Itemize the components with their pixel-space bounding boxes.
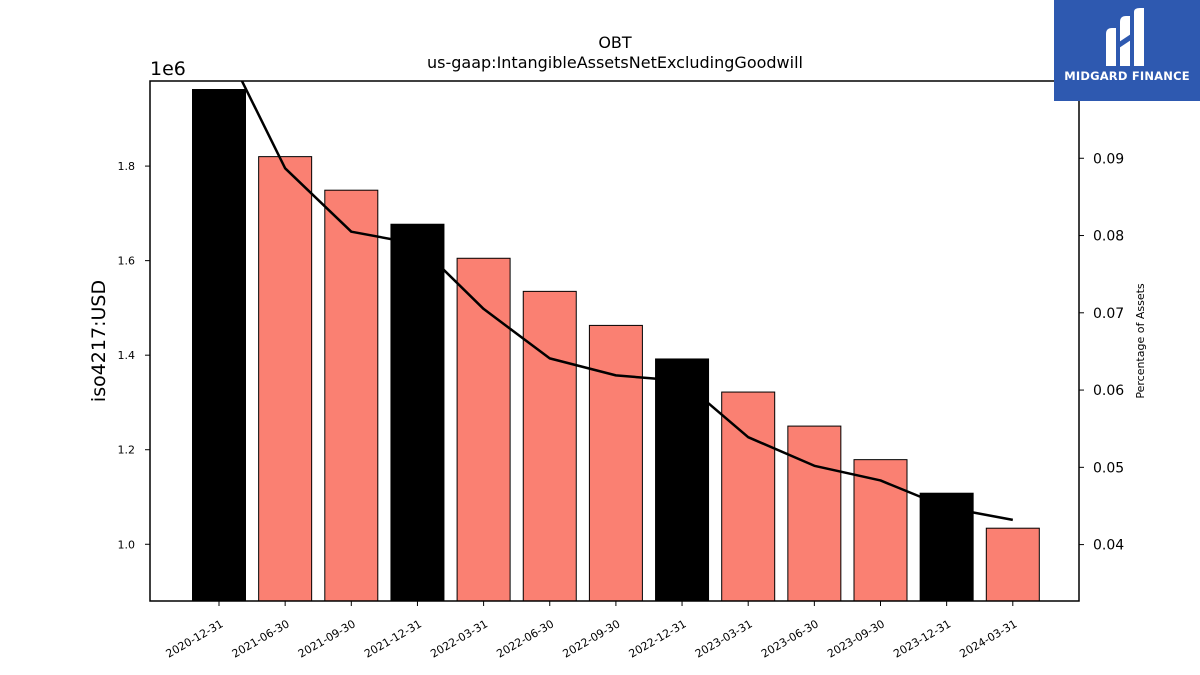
bar-2020-12-31 — [192, 89, 246, 602]
percentage-of-assets-line — [240, 81, 1014, 522]
x-tick-label: 2022-06-30 — [494, 617, 556, 660]
x-tick-label: 2022-12-31 — [627, 617, 689, 660]
x-tick-label: 2023-09-30 — [825, 617, 887, 660]
y-tick-label: 1.8 — [118, 160, 136, 173]
y2-tick-label: 0.09 — [1093, 151, 1124, 167]
bar-2021-12-31 — [390, 223, 445, 602]
midgard-logo-icon — [1106, 8, 1144, 66]
bar-2022-12-31 — [655, 358, 710, 602]
y2-tick-label: 0.04 — [1093, 538, 1124, 554]
line-layer — [240, 81, 1014, 522]
x-tick-label: 2023-12-31 — [891, 617, 953, 660]
x-tick-label: 2020-12-31 — [164, 617, 226, 660]
x-tick-label: 2021-09-30 — [296, 617, 358, 660]
y-ticks: 1.0 1.2 1.4 1.6 1.8 — [118, 160, 150, 551]
chart-subtitle: us-gaap:IntangibleAssetsNetExcludingGood… — [427, 53, 803, 72]
x-tick-label: 2022-03-31 — [428, 617, 490, 660]
y-tick-label: 1.0 — [118, 538, 136, 551]
x-tick-label: 2024-03-31 — [957, 617, 1019, 660]
bar-2021-09-30 — [324, 189, 379, 602]
bar-2022-03-31 — [456, 257, 511, 602]
x-tick-label: 2022-09-30 — [561, 617, 623, 660]
y-tick-label: 1.6 — [118, 255, 136, 268]
y2-tick-label: 0.08 — [1093, 229, 1124, 245]
y2-tick-label: 0.07 — [1093, 306, 1124, 322]
y2-tick-label: 0.05 — [1093, 460, 1124, 476]
y2-ticks: 0.04 0.05 0.06 0.07 0.08 0.09 — [1079, 151, 1124, 554]
plot-frame — [149, 80, 1080, 602]
bar-2023-09-30 — [853, 459, 908, 602]
bar-2021-06-30 — [258, 156, 313, 602]
brand-name: MIDGARD FINANCE — [1064, 69, 1190, 83]
bars — [192, 89, 1040, 602]
x-ticks: 2020-12-31 2021-06-30 2021-09-30 2021-12-31… — [164, 601, 1019, 661]
y-tick-label: 1.2 — [118, 444, 136, 457]
bar-2024-03-31 — [985, 527, 1040, 602]
x-tick-label: 2021-12-31 — [362, 617, 424, 660]
bar-2022-09-30 — [588, 324, 643, 602]
y-tick-label: 1.4 — [118, 349, 136, 362]
y2-axis-label: Percentage of Assets — [1134, 283, 1147, 399]
bar-2023-12-31 — [919, 492, 974, 602]
bar-2022-06-30 — [522, 290, 577, 602]
brand-logo: MIDGARD FINANCE — [1054, 0, 1200, 101]
x-tick-label: 2023-06-30 — [759, 617, 821, 660]
y-multiplier-label: 1e6 — [150, 58, 186, 80]
y-axis-label: iso4217:USD — [88, 280, 110, 402]
bar-2023-03-31 — [721, 391, 776, 602]
chart-title: OBT — [598, 33, 632, 52]
y2-tick-label: 0.06 — [1093, 383, 1124, 399]
bar-2023-06-30 — [787, 425, 842, 602]
x-tick-label: 2023-03-31 — [693, 617, 755, 660]
x-tick-label: 2021-06-30 — [230, 617, 292, 660]
